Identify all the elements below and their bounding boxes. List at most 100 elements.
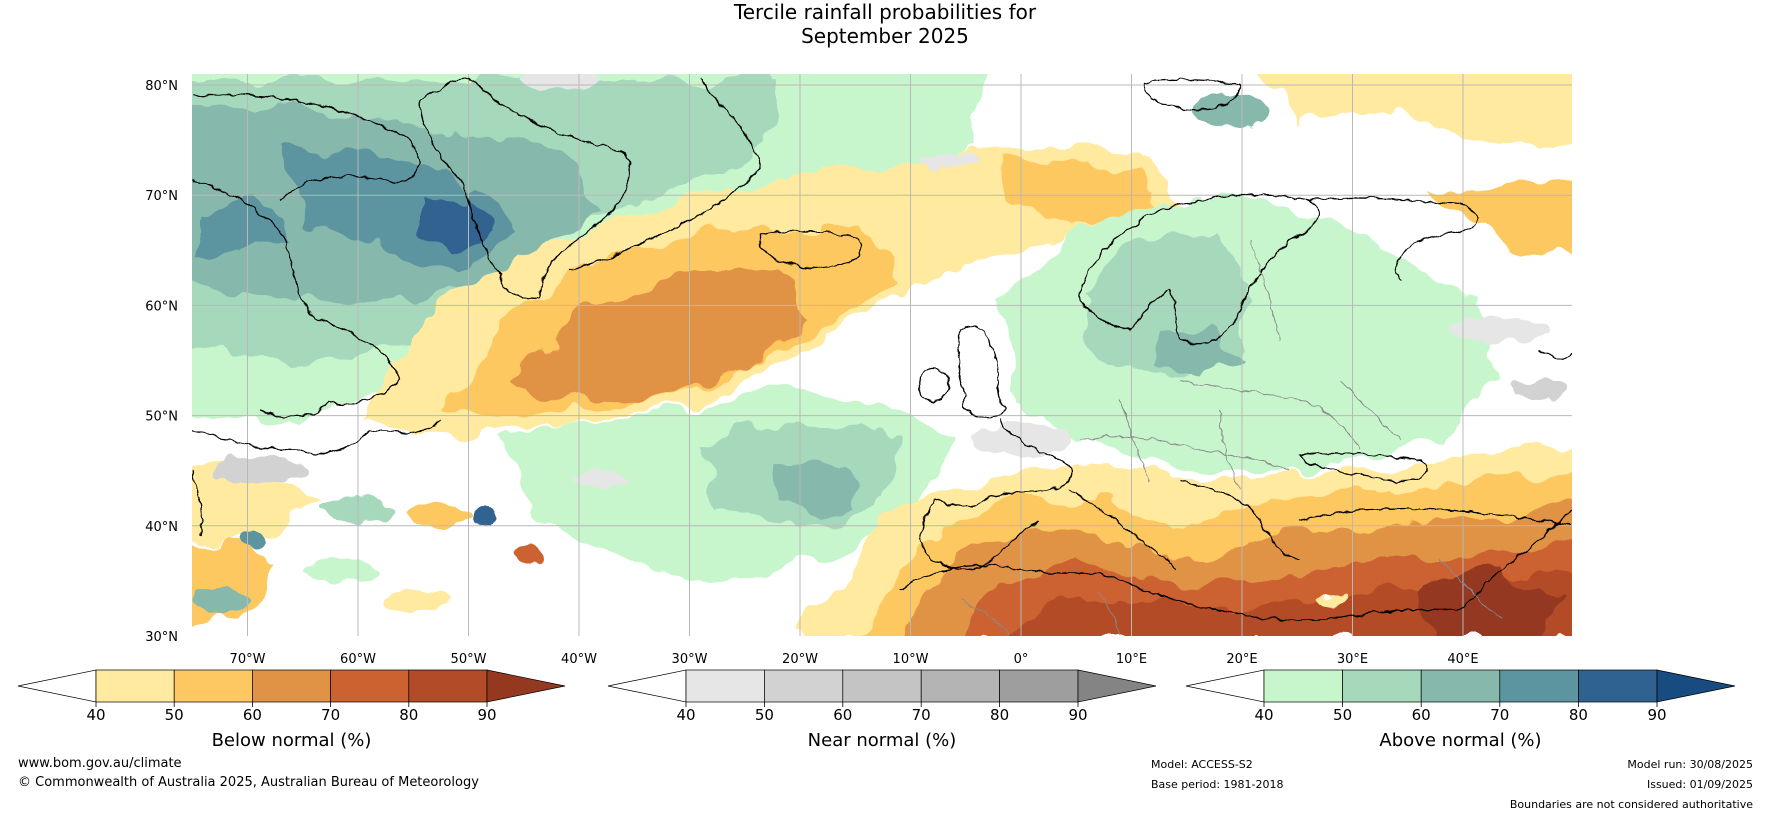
lon-label: 10°W [893,652,929,667]
colorbar-segment [999,669,1079,703]
base-period-text: Base period: 1981-2018 [1151,778,1284,791]
patch-white [1325,591,1335,599]
colorbar-tick-label: 40 [1254,706,1273,724]
lon-label: 30°E [1337,652,1368,667]
coast-black-sea [1298,452,1429,482]
lat-label: 30°N [145,630,178,645]
colorbar-high-extend [1656,669,1736,703]
colorbar-tick-label: 80 [399,706,418,724]
shade-below-40d [192,463,320,540]
colorbar-near: 40 50 60 70 80 90 Near normal (%) [607,669,1157,751]
country-borders [959,239,1501,636]
patch-above-d [1190,94,1270,126]
border-ukraine [1339,379,1401,441]
patch-below-70 [516,545,544,565]
lon-label: 40°E [1447,652,1478,667]
patch-above-c [192,590,250,610]
patch-above [320,498,400,522]
colorbar-tick-label: 50 [165,706,184,724]
colorbar-title: Below normal (%) [212,730,372,751]
patch-near [210,456,310,484]
lon-label: 60°W [340,652,376,667]
coast-iceland [759,230,864,269]
coast-italy [1069,489,1176,571]
border-central-europe [1079,435,1291,471]
patch-near-f [1510,380,1570,400]
colorbar-segment [330,669,410,703]
patch-above-70 [241,530,269,550]
patch-below-b [385,590,455,610]
colorbar-low-extend [607,669,687,703]
colorbar-tick-label: 40 [676,706,695,724]
lon-label: 10°E [1116,652,1147,667]
colorbar-tick-label: 40 [86,706,105,724]
colorbar-tick-label: 90 [1068,706,1087,724]
colorbar-segment [408,669,488,703]
shade-above-80 [420,190,490,250]
colorbar-segment [764,669,844,703]
border-iraq [1439,559,1501,621]
colorbar-segment [1420,669,1501,703]
patch-near-c [520,74,600,90]
colorbar-segment [1342,669,1422,703]
border-algeria [1099,589,1121,636]
colorbar-below: 40 50 60 70 80 90 Below normal (%) [17,669,566,751]
colorbar-tick-label: 70 [321,706,340,724]
probability-shading [192,74,1572,636]
lon-label: 0° [1014,652,1029,667]
colorbar-tick-label: 50 [755,706,774,724]
website-text: www.bom.gov.au/climate [18,756,182,771]
coast-newfoundland [192,419,441,455]
colorbar-segment [1263,669,1343,703]
lon-label: 70°W [230,652,266,667]
shade-below-90c [1420,570,1560,636]
shade-above-70b [200,200,290,260]
colorbar-tick-label: 70 [912,706,931,724]
colorbar-segment [1578,669,1658,703]
coastlines [192,77,1572,621]
lon-label: 20°E [1226,652,1257,667]
colorbar-tick-label: 80 [990,706,1009,724]
lat-label: 70°N [145,189,178,204]
disclaimer-text: Boundaries are not considered authoritat… [1509,798,1753,811]
map-area [192,74,1572,636]
colorbar-high-extend [1077,669,1157,703]
longitude-labels: 70°W 60°W 50°W 40°W 30°W 20°W 10°W 0° 10°E 20°E 30… [230,652,1479,667]
colorbar-high-extend [486,669,566,703]
coast-iberia [920,499,1041,571]
coast-us-east [192,469,203,536]
colorbar-segment [842,669,922,703]
patch-above-80 [471,508,495,524]
coast-labrador [192,179,401,418]
graticule [192,74,1572,636]
colorbar-segment [252,669,331,703]
colorbar-tick-label: 60 [1412,706,1431,724]
patch-below [410,505,470,525]
coast-ireland [918,367,949,402]
patch-above-b [300,558,380,582]
coast-urals [1539,349,1572,359]
coast-turkey [1299,507,1572,526]
colorbar-title: Above normal (%) [1379,730,1541,751]
colorbar-segment [95,669,175,703]
border-austria [1219,409,1241,491]
map-title-line1: Tercile rainfall probabilities for [733,0,1037,24]
model-run-text: Model run: 30/08/2025 [1627,758,1753,771]
border-morocco [959,599,1011,636]
lat-label: 60°N [145,299,178,314]
colorbar-above: 40 50 60 70 80 90 Above normal (%) [1185,669,1736,751]
colorbar-tick-label: 80 [1569,706,1588,724]
patch-below-c [1316,591,1344,609]
colorbar-segment [173,669,253,703]
shade-below-50e [1430,181,1572,257]
colorbar-tick-label: 90 [477,706,496,724]
lon-label: 50°W [451,652,487,667]
patch-near-g [920,152,980,168]
colorbar-low-extend [17,669,97,703]
lon-label: 40°W [561,652,597,667]
latitude-labels: 80°N 70°N 60°N 50°N 40°N 30°N [145,79,178,645]
shade-below-40e [1261,74,1572,150]
coast-balkans [1179,479,1301,561]
coast-baffin [192,93,419,201]
